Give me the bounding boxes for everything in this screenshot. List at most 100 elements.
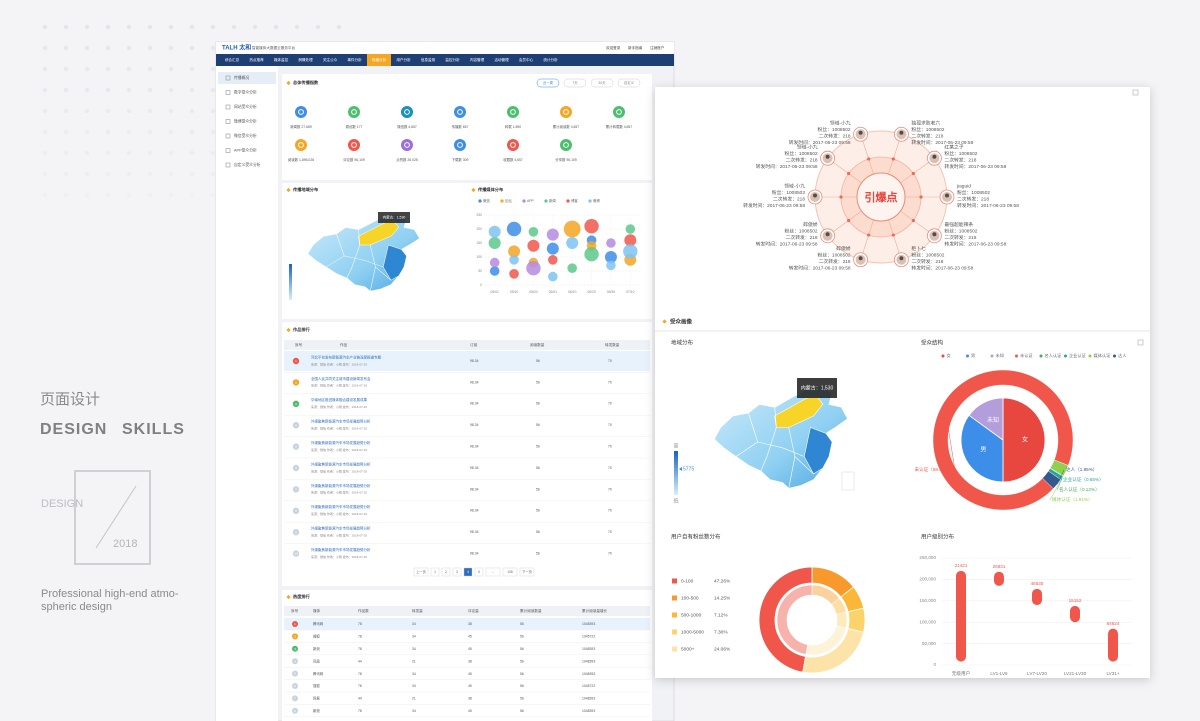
work-title[interactable]: 全国人民共同关注城市建设新闻发布会 <box>311 376 371 381</box>
tab[interactable] <box>536 78 560 88</box>
section-title: 传播媒体分布 <box>477 186 504 193</box>
legend-swatch <box>1113 354 1116 358</box>
page-button[interactable] <box>463 567 473 577</box>
nav-item[interactable]: 会员中心 <box>519 57 534 62</box>
cell: 56 <box>520 635 524 639</box>
sidebar-item[interactable]: 传播概况 <box>234 75 249 80</box>
burst-joint <box>891 157 895 161</box>
page-label[interactable]: ... <box>492 570 495 574</box>
section-title: 受众画像 <box>670 317 693 325</box>
work-title[interactable]: 外媒聚焦新能源汽车市场发展趋势分析 <box>311 504 371 509</box>
sidebar-item[interactable]: 微信受众分析 <box>234 133 257 138</box>
nav-item[interactable]: 信息监测 <box>421 57 436 62</box>
work-title[interactable]: 外媒聚焦新能源汽车市场发展趋势分析 <box>311 526 371 531</box>
page-button[interactable] <box>474 567 484 577</box>
nav-item[interactable]: 活动管理 <box>494 57 509 62</box>
nav-item[interactable]: 媒体监控 <box>274 57 289 62</box>
y-tick-label: 50,000 <box>922 641 936 646</box>
map-tooltip-text: 内蒙古：1,530 <box>801 384 834 391</box>
map-legend-bar <box>289 264 292 300</box>
nav-item[interactable]: 统计分析 <box>543 57 558 62</box>
tab[interactable] <box>563 78 587 88</box>
rank: 3 <box>294 647 296 651</box>
metric-label: 转载 1,890 <box>505 124 521 129</box>
page-label[interactable]: 2 <box>445 570 447 574</box>
nav-item[interactable]: 传播分析 <box>372 57 387 62</box>
nav-item[interactable]: 监控分析 <box>445 57 460 62</box>
bubble <box>548 271 558 282</box>
user-link[interactable]: 欢迎登录 <box>606 45 621 50</box>
dot-pattern <box>105 150 111 156</box>
work-title[interactable]: 外媒聚焦新能源汽车市场发展趋势分析 <box>311 483 371 488</box>
legend-swatch <box>672 578 677 584</box>
section-title: 总体传播指数 <box>293 79 319 86</box>
legend-label: APP <box>527 199 535 203</box>
page-button[interactable] <box>502 567 518 577</box>
work-title[interactable]: 河北平台发布新能源汽车产业链深度报道专题 <box>311 354 381 359</box>
page-label[interactable]: 108 <box>507 570 513 574</box>
page-label[interactable]: 5 <box>478 570 480 574</box>
metric-label: 累计转载数 4,657 <box>606 124 632 129</box>
tab-label[interactable]: 近一周 <box>543 80 553 85</box>
sidebar-item[interactable]: 数字受众分析 <box>234 90 257 95</box>
dot-pattern <box>168 66 174 72</box>
cell: 44 <box>358 659 362 663</box>
dot-pattern <box>42 192 48 198</box>
nav-item[interactable]: 综合汇总 <box>225 57 240 62</box>
dot-pattern <box>168 87 174 93</box>
nav-item[interactable]: 事件分析 <box>347 57 362 62</box>
work-title[interactable]: 华南地区推进媒体融合建设发展成果 <box>311 397 367 402</box>
cell: 34 <box>412 622 416 626</box>
sidebar-item[interactable]: 自定义受众分析 <box>234 162 261 167</box>
dot-pattern <box>294 24 300 30</box>
page-button[interactable] <box>430 567 440 577</box>
user-link[interactable]: 注销账户 <box>650 45 665 50</box>
page-button[interactable] <box>485 567 501 577</box>
page-button[interactable] <box>441 567 451 577</box>
page-label[interactable]: 4 <box>467 570 469 574</box>
table-header-cell: 序号 <box>295 342 303 347</box>
rank-badge <box>292 658 298 665</box>
sidebar-item[interactable]: APP受众分析 <box>234 148 257 153</box>
page-label[interactable]: 下一页 <box>522 570 532 574</box>
tab-label[interactable]: 30天 <box>598 81 606 85</box>
tab[interactable] <box>617 78 641 88</box>
page-button[interactable] <box>452 567 462 577</box>
work-title[interactable]: 外媒聚焦新能源汽车市场发展趋势分析 <box>311 440 371 445</box>
sidebar-item[interactable]: 微博受众分析 <box>234 119 257 124</box>
nav-item[interactable]: 舆情处理 <box>298 57 313 62</box>
dot-pattern <box>42 108 48 114</box>
y-tick-label: 200,000 <box>919 577 936 582</box>
table-header <box>284 606 650 616</box>
y-tick-label: 50 <box>478 269 482 273</box>
avatar-head <box>932 154 937 159</box>
dot-pattern <box>189 150 195 156</box>
tab-label[interactable]: 自定义 <box>624 80 635 85</box>
page-label[interactable]: 1 <box>434 570 436 574</box>
page-button[interactable] <box>519 567 535 577</box>
work-title[interactable]: 外媒聚焦新能源汽车市场发展趋势分析 <box>311 461 371 466</box>
rank: 2 <box>295 380 297 384</box>
dot-pattern <box>105 192 111 198</box>
avatar-head <box>825 232 830 237</box>
nav-item[interactable]: 关注公众 <box>323 57 338 62</box>
work-title[interactable]: 外媒聚焦新能源汽车市场发展趋势分析 <box>311 547 371 552</box>
dot-pattern <box>126 87 132 93</box>
tab-label[interactable]: 7天 <box>572 81 578 85</box>
user-link[interactable]: 新手指南 <box>628 45 643 50</box>
legend-label: 论坛 <box>505 198 512 203</box>
nav-item[interactable]: 用户分析 <box>396 57 411 62</box>
rank: 7 <box>295 487 297 491</box>
tab[interactable] <box>590 78 614 88</box>
nav-item[interactable]: 热点推荐 <box>249 57 264 62</box>
work-title[interactable]: 外媒聚焦新能源汽车市场发展趋势分析 <box>311 419 371 424</box>
page-label[interactable]: 3 <box>456 570 458 574</box>
nav-item[interactable]: 内容管理 <box>470 57 485 62</box>
legend-swatch <box>672 612 677 618</box>
donut-inner-segment <box>835 611 848 629</box>
sidebar-item[interactable]: 网站受众分析 <box>234 104 257 109</box>
dot-pattern <box>168 24 174 30</box>
page-label[interactable]: 上一页 <box>416 569 426 574</box>
cell: 45 <box>468 647 472 651</box>
page-button[interactable] <box>413 567 429 577</box>
